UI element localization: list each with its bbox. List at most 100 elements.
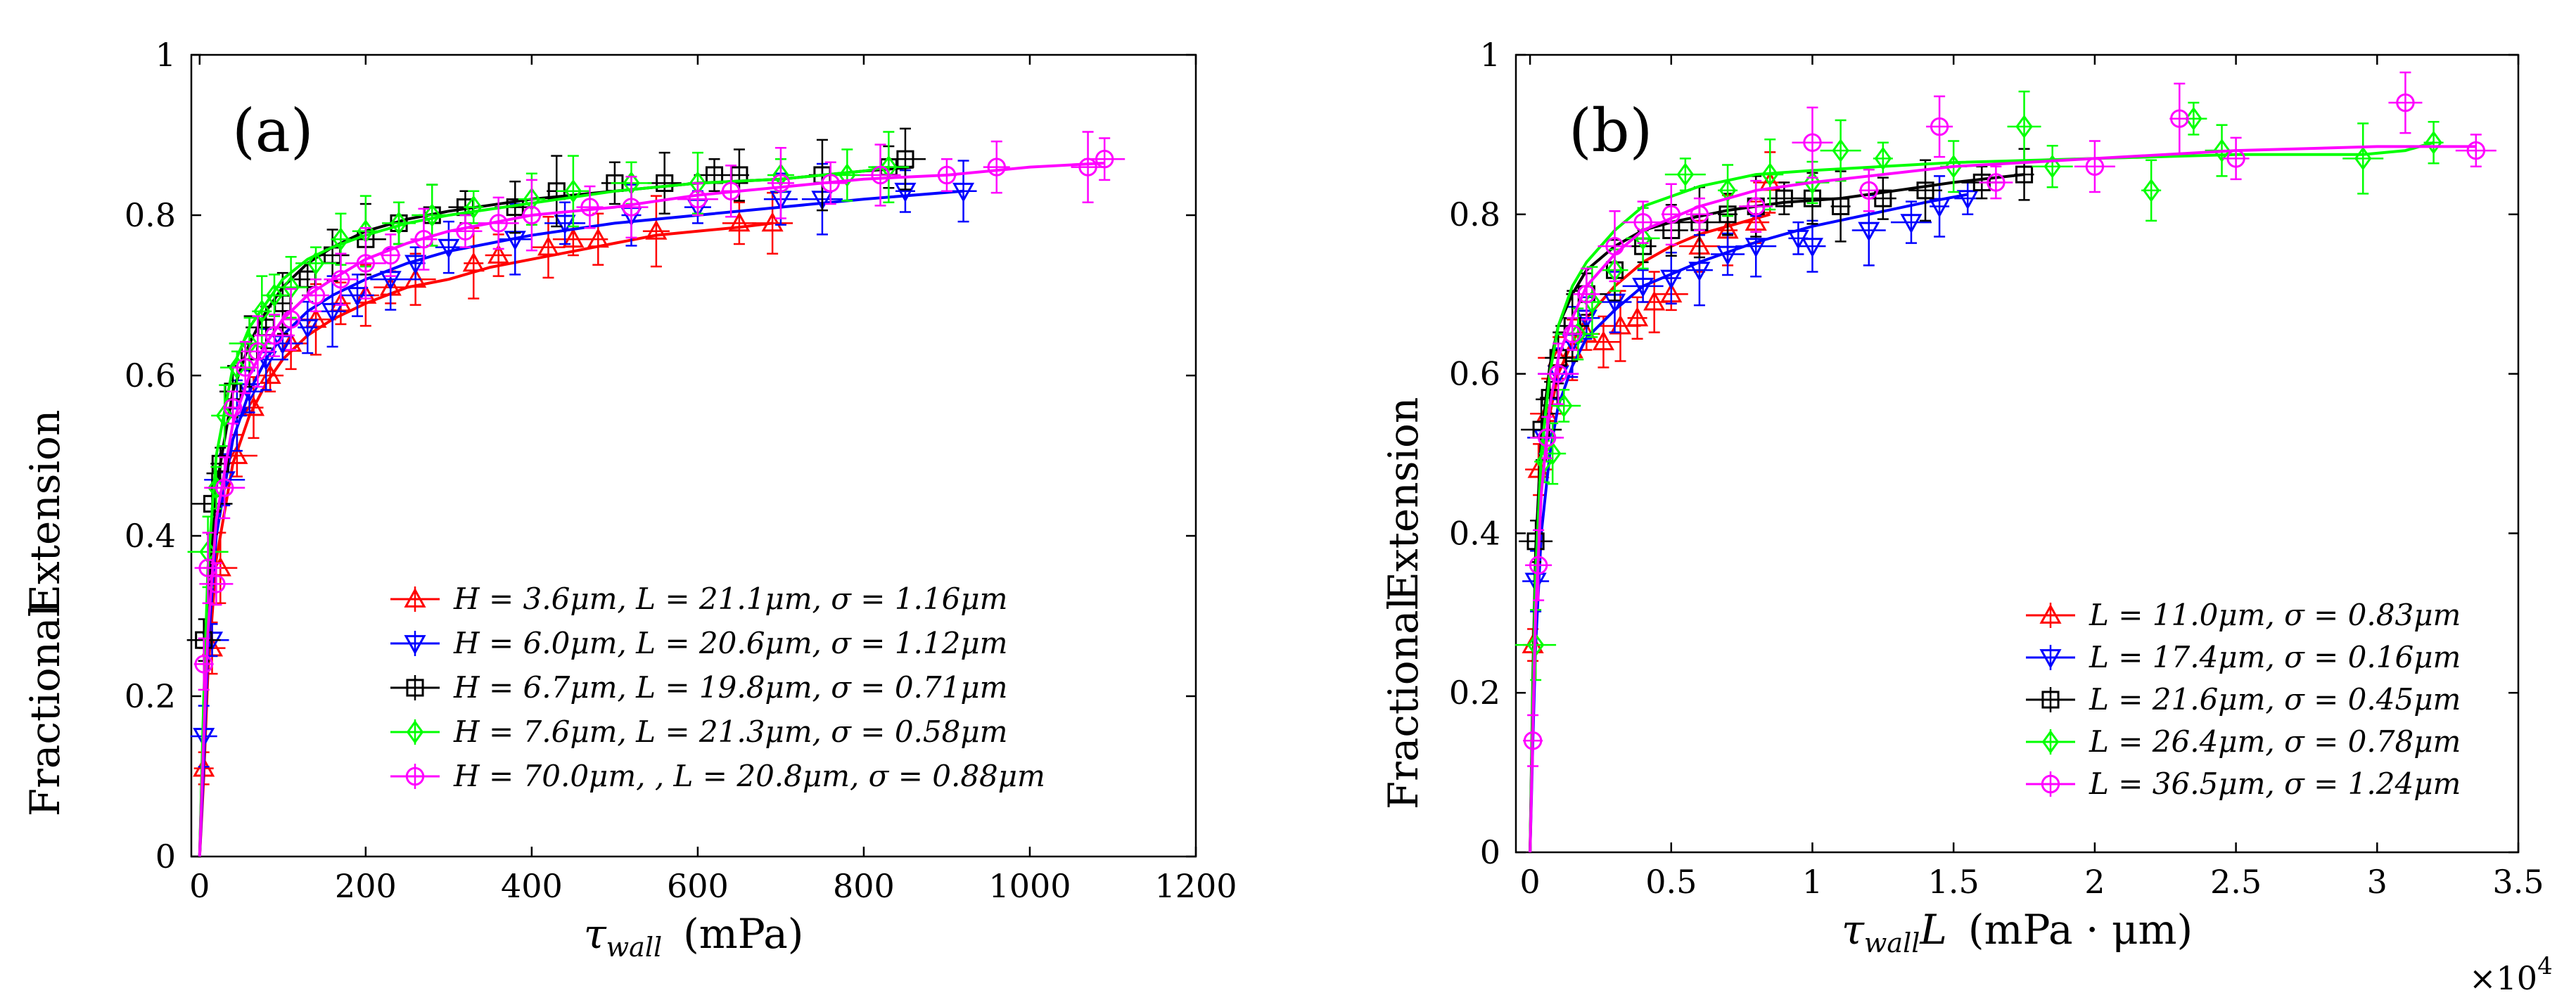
data-point <box>1830 170 1851 243</box>
data-point <box>2169 82 2190 155</box>
data-point <box>752 191 793 255</box>
data-point <box>1084 137 1126 181</box>
marker-circle <box>1529 556 1548 575</box>
marker-circle <box>264 326 284 345</box>
data-point <box>983 140 1010 194</box>
data-point <box>521 179 542 252</box>
legend-label: H = 6.7μm, L = 19.8μm, σ = 0.71μm <box>453 670 1007 705</box>
marker-circle <box>871 165 890 185</box>
data-point <box>296 300 319 354</box>
marker-circle <box>281 310 300 329</box>
x-axis-label-symbol: τ <box>584 910 607 958</box>
data-point <box>478 196 519 250</box>
marker-circle <box>1537 428 1557 447</box>
x-axis-multiplier-base: ×10 <box>2469 959 2537 997</box>
marker-diamond <box>1676 162 1695 186</box>
y-tick-label: 0.4 <box>1449 514 1500 552</box>
marker-circle <box>1746 197 1766 216</box>
data-point <box>231 340 259 395</box>
x-axis-label: τwallL (mPa · μm) <box>1842 906 2193 958</box>
marker-circle <box>580 198 599 217</box>
marker-diamond <box>839 163 856 187</box>
data-point <box>1926 95 1953 158</box>
data-point <box>1869 177 1896 220</box>
marker-circle <box>236 358 255 377</box>
panel-label: (b) <box>1569 96 1652 165</box>
marker-diamond <box>564 179 582 203</box>
x-tick-label: 3 <box>2367 863 2387 901</box>
data-point <box>647 151 682 214</box>
legend-entry-4: L = 26.4μm, σ = 0.78μm <box>2026 724 2461 759</box>
series-5 <box>193 131 1126 857</box>
legend-entry-4: H = 7.6μm, L = 21.3μm, σ = 0.58μm <box>390 714 1007 749</box>
marker-triangle-down <box>1900 214 1923 234</box>
marker-circle <box>2226 149 2245 168</box>
marker-circle <box>622 198 641 217</box>
legend-label: H = 6.0μm, L = 20.6μm, σ = 1.12μm <box>453 626 1007 660</box>
series-2 <box>1522 175 1982 853</box>
data-point <box>193 637 214 691</box>
marker-circle <box>207 575 226 594</box>
marker-circle <box>223 398 243 417</box>
legend-marker <box>405 767 425 786</box>
marker-diamond <box>1832 139 1849 162</box>
y-tick-label: 0 <box>1480 833 1500 871</box>
marker-triangle-up <box>280 332 302 352</box>
data-point <box>1756 138 1784 211</box>
marker-diamond <box>2015 115 2033 139</box>
marker-diamond <box>228 355 246 380</box>
marker-circle <box>1930 117 1949 136</box>
legend-marker <box>2041 774 2060 794</box>
data-point <box>464 190 484 224</box>
data-point <box>1523 714 1543 767</box>
data-point <box>281 288 301 351</box>
y-tick-label: 0.2 <box>125 677 176 715</box>
data-point <box>936 158 957 193</box>
data-point <box>587 212 609 266</box>
data-point <box>1711 232 1745 276</box>
x-tick-label: 3.5 <box>2492 863 2544 901</box>
y-tick-label: 0.6 <box>1449 355 1500 393</box>
x-axis-label: τwall (mPa) <box>584 910 804 963</box>
marker-circle <box>2170 109 2189 128</box>
series-fit-line <box>1529 145 2476 853</box>
marker-diamond <box>2185 106 2202 131</box>
data-point <box>382 201 416 245</box>
marker-circle <box>937 165 957 185</box>
marker-circle <box>821 174 840 193</box>
marker-triangle-down <box>404 255 427 275</box>
marker-triangle-down <box>1801 238 1824 258</box>
data-point <box>1586 315 1621 368</box>
marker-triangle-up <box>728 212 751 232</box>
y-axis-label-word-2: Extension <box>21 410 69 615</box>
marker-square <box>211 454 229 473</box>
marker-circle <box>2396 93 2415 113</box>
marker-triangle-up <box>1592 331 1614 351</box>
x-tick-label: 0 <box>1519 863 1540 901</box>
x-tick-label: 600 <box>667 867 729 905</box>
data-point <box>950 160 977 223</box>
marker-circle <box>721 181 741 200</box>
marker-diamond <box>1804 170 1821 195</box>
marker-circle <box>2085 157 2105 176</box>
marker-circle <box>331 270 350 289</box>
marker-triangle-up <box>487 243 510 264</box>
data-point <box>830 148 865 202</box>
x-tick-label: 400 <box>501 867 563 905</box>
marker-circle <box>1577 285 1596 304</box>
marker-diamond <box>390 211 408 236</box>
marker-square <box>1874 189 1892 207</box>
data-point <box>302 278 330 313</box>
data-point <box>1562 316 1583 351</box>
data-point <box>1739 179 1773 233</box>
marker-circle <box>1662 205 1681 224</box>
marker-circle <box>1095 150 1114 169</box>
y-axis-label-word-1: Fractional <box>1379 597 1427 809</box>
marker-circle <box>522 205 542 225</box>
data-point <box>1539 422 1567 485</box>
data-point <box>2342 122 2384 195</box>
marker-circle <box>688 190 708 209</box>
x-tick-label: 2.5 <box>2210 863 2262 901</box>
y-tick-label: 0.8 <box>1449 195 1500 233</box>
data-point <box>1071 131 1105 204</box>
